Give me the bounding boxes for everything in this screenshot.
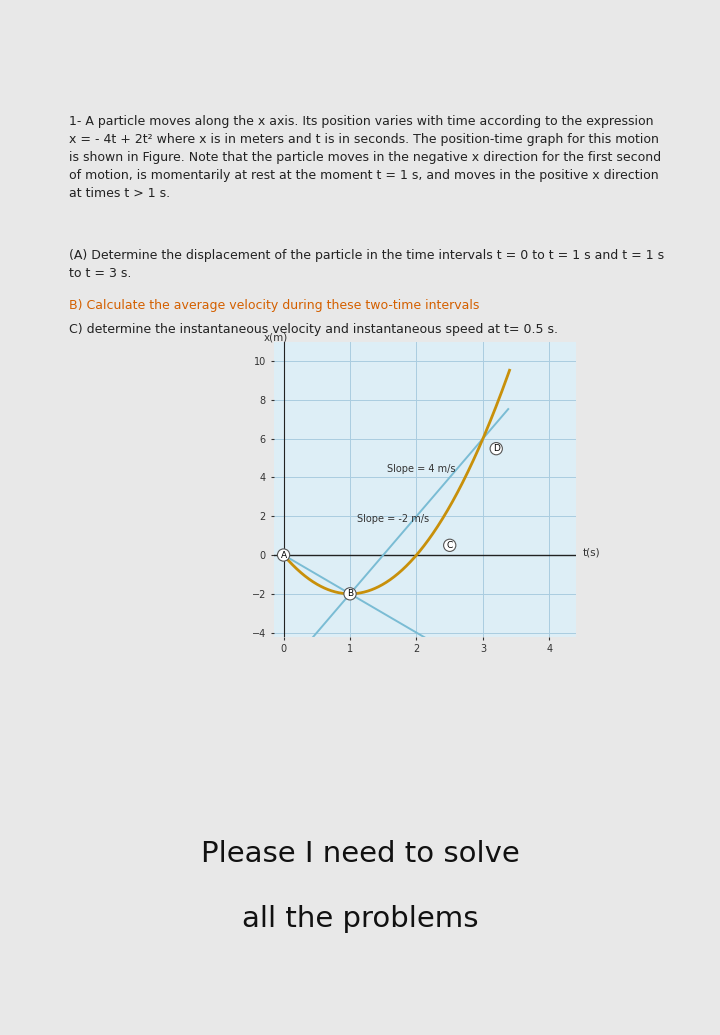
Text: all the problems: all the problems [242,905,478,933]
Text: 1- A particle moves along the x axis. Its position varies with time according to: 1- A particle moves along the x axis. It… [68,115,661,200]
Text: x(m): x(m) [264,332,288,343]
Text: Please I need to solve: Please I need to solve [201,840,519,868]
Text: C) determine the instantaneous velocity and instantaneous speed at t= 0.5 s.: C) determine the instantaneous velocity … [68,323,557,335]
Text: Slope = 4 m/s: Slope = 4 m/s [387,464,455,474]
Text: A: A [281,551,287,560]
Text: t(s): t(s) [582,548,600,557]
Text: D: D [492,444,500,453]
Text: Slope = -2 m/s: Slope = -2 m/s [356,514,429,524]
Text: (A) Determine the displacement of the particle in the time intervals t = 0 to t : (A) Determine the displacement of the pa… [68,249,664,280]
Text: B: B [347,589,353,598]
Text: C: C [446,541,453,550]
Text: B) Calculate the average velocity during these two-time intervals: B) Calculate the average velocity during… [68,299,479,312]
